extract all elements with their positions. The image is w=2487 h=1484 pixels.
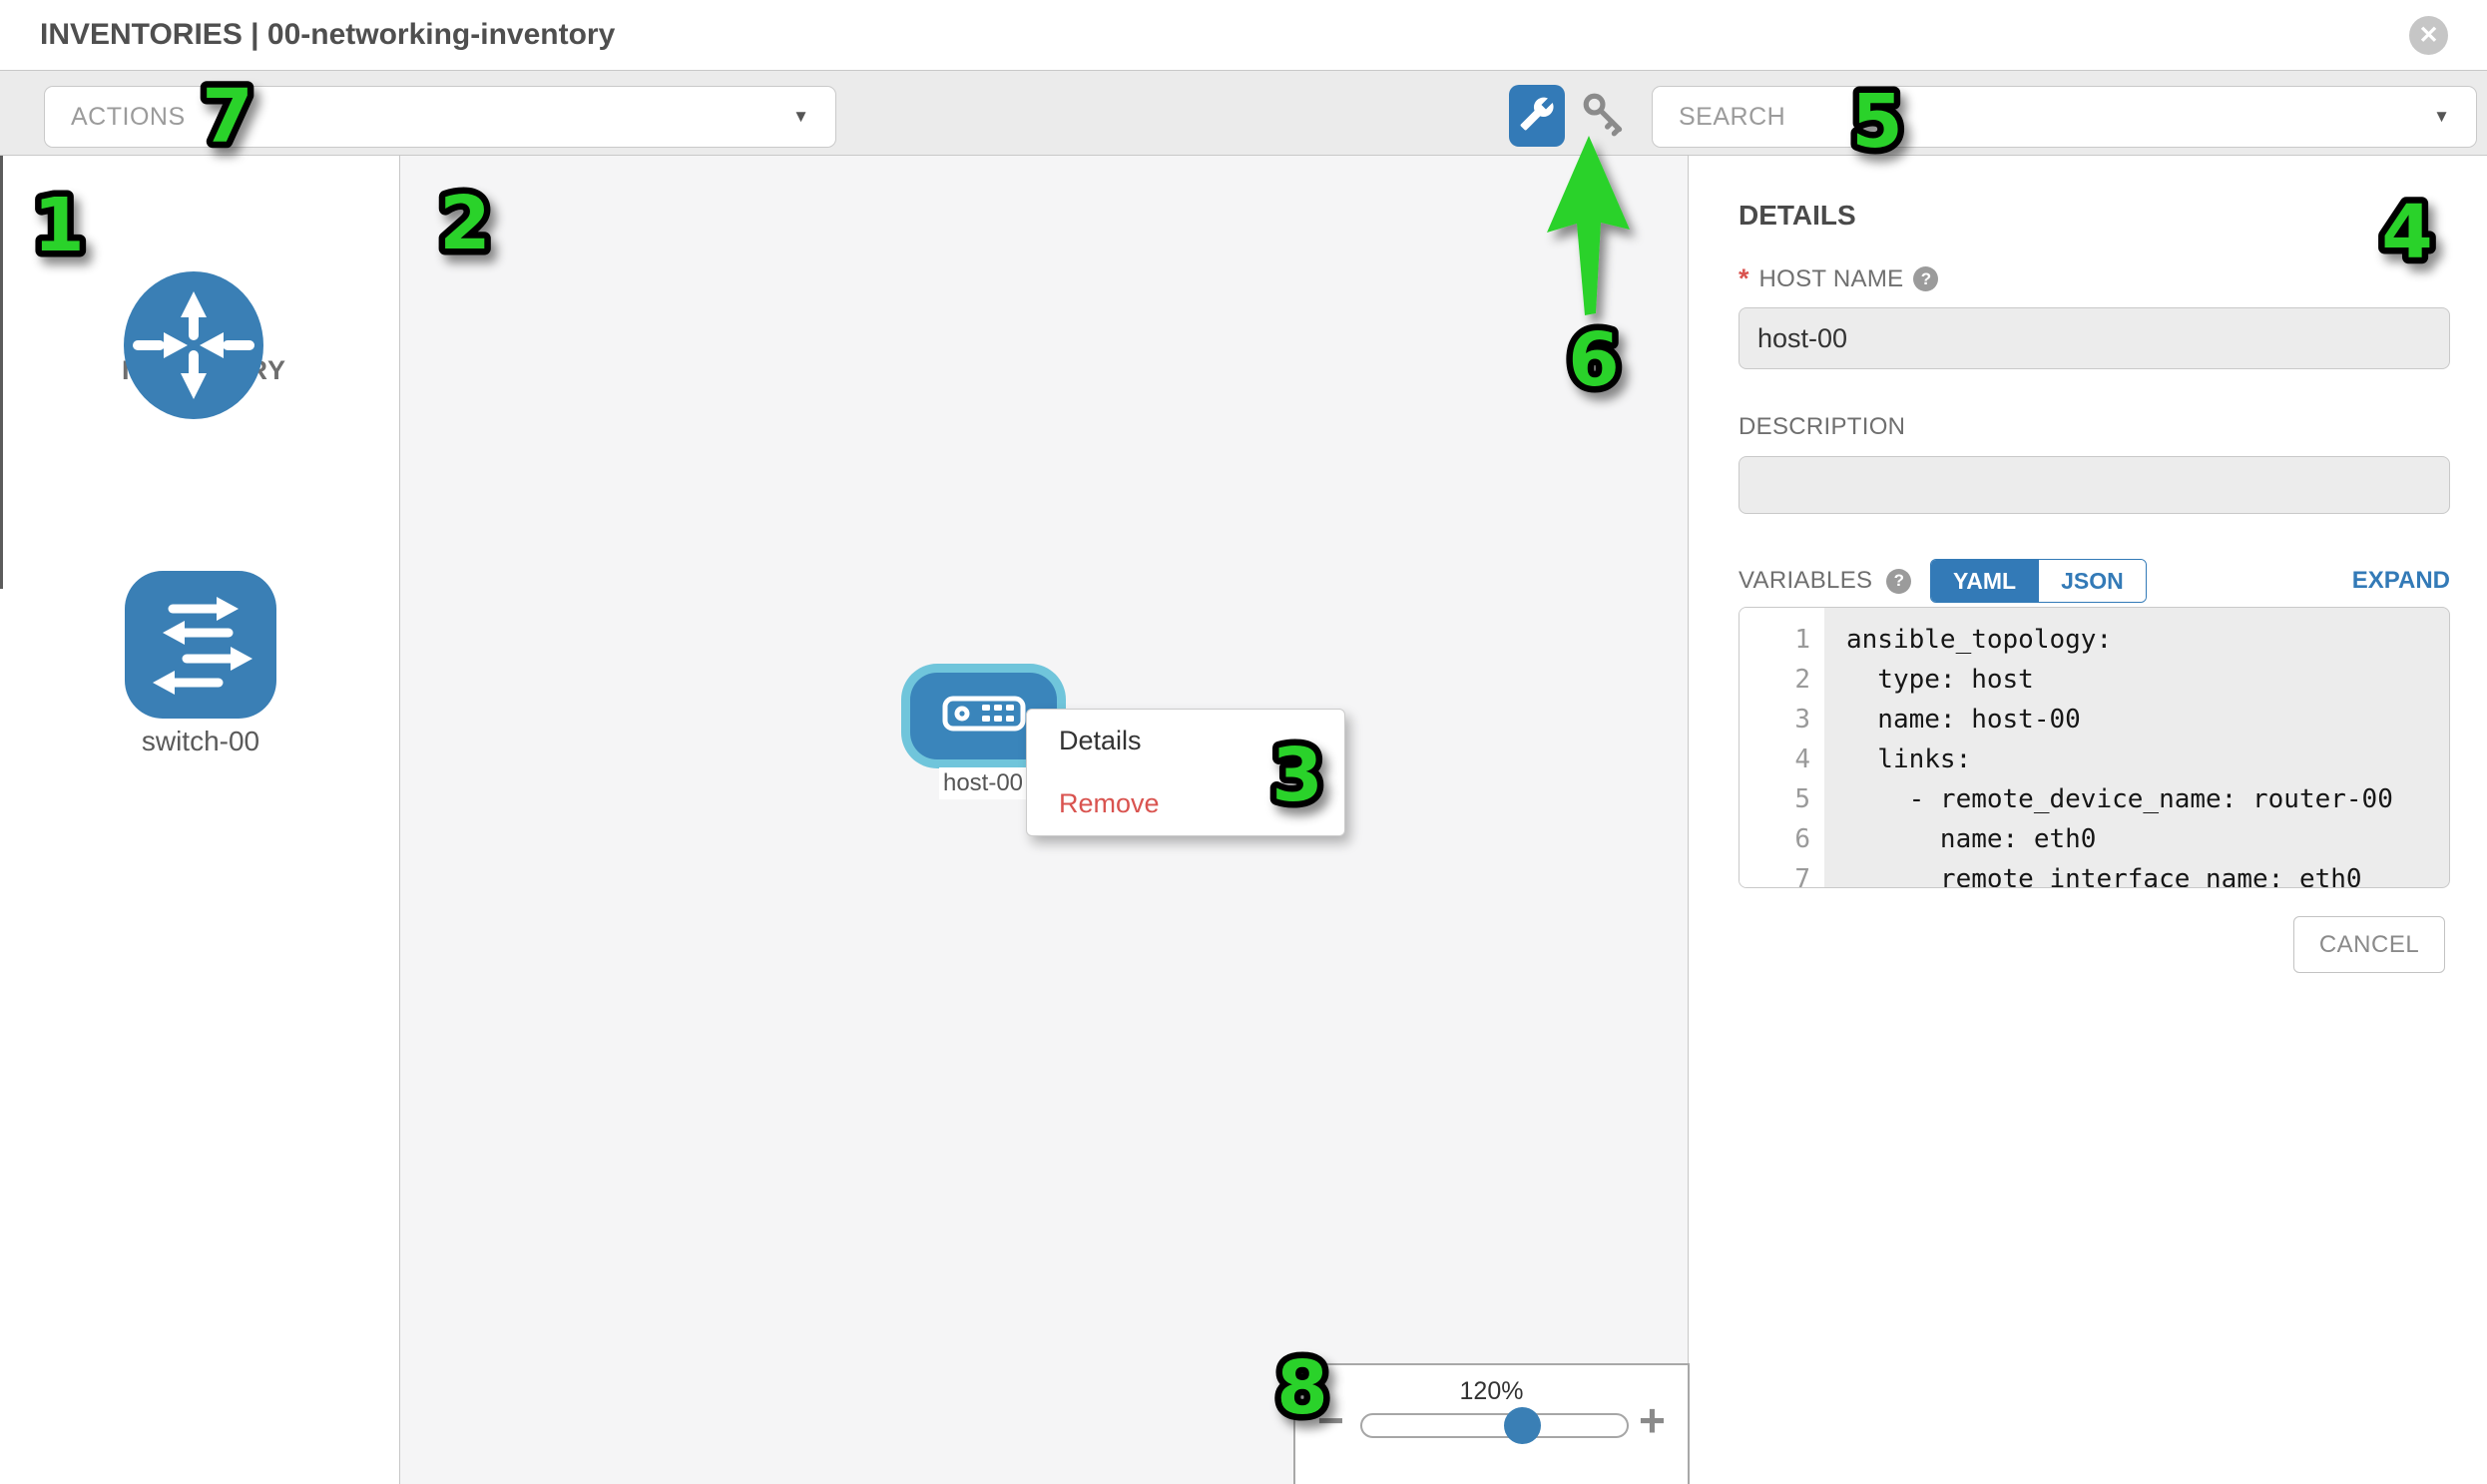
- details-panel: DETAILS * HOST NAME ? host-00 DESCRIPTIO…: [1690, 156, 2487, 1484]
- description-label: DESCRIPTION: [1739, 413, 1906, 440]
- code-line: - remote_device_name: router-00: [1846, 784, 2393, 814]
- toolbar: ACTIONS ▼ SEARCH ▼: [0, 70, 2487, 156]
- inventory-sidebar: INVENTORY router-00: [0, 156, 400, 1484]
- host-node-label: host-00: [939, 767, 1027, 799]
- format-toggle: YAML JSON: [1930, 559, 2147, 603]
- topology-canvas[interactable]: host-00 Details Remove 120% − +: [400, 156, 1690, 1484]
- key-icon: [1580, 90, 1630, 145]
- palette-item-router[interactable]: [119, 267, 268, 428]
- zoom-level: 120%: [1459, 1377, 1524, 1405]
- description-input[interactable]: [1739, 456, 2450, 514]
- zoom-in-button[interactable]: +: [1639, 1394, 1666, 1446]
- search-dropdown[interactable]: SEARCH ▼: [1652, 86, 2477, 148]
- code-line: ansible_topology:: [1846, 625, 2113, 655]
- details-heading: DETAILS: [1739, 200, 1856, 231]
- code-line: name: eth0: [1846, 824, 2097, 854]
- actions-dropdown[interactable]: ACTIONS ▼: [44, 86, 836, 148]
- toggle-yaml[interactable]: YAML: [1931, 560, 2039, 602]
- header-bar: INVENTORIES | 00-networking-inventory ✕: [0, 0, 2487, 70]
- palette-item-switch[interactable]: [125, 571, 276, 724]
- zoom-slider-track[interactable]: [1360, 1413, 1629, 1438]
- zoom-control: 120% − +: [1293, 1363, 1690, 1484]
- code-line: name: host-00: [1846, 705, 2081, 735]
- host-name-input[interactable]: host-00: [1739, 307, 2450, 369]
- host-name-label: HOST NAME: [1758, 264, 1904, 292]
- wrench-icon: [1519, 96, 1555, 137]
- host-name-row: * HOST NAME ?: [1739, 263, 1939, 294]
- variables-row: VARIABLES ? YAML JSON EXPAND: [1739, 559, 2450, 605]
- close-glyph: ✕: [2418, 22, 2439, 49]
- close-icon[interactable]: ✕: [2409, 16, 2448, 55]
- actions-label: ACTIONS: [71, 102, 186, 131]
- sidebar-scroll-indicator: [0, 156, 3, 589]
- code-line: links:: [1846, 744, 1972, 774]
- context-menu: Details Remove: [1026, 709, 1345, 836]
- required-marker: *: [1739, 263, 1749, 293]
- chevron-down-icon: ▼: [2433, 107, 2450, 126]
- search-label: SEARCH: [1679, 102, 1786, 131]
- expand-link[interactable]: EXPAND: [2351, 567, 2450, 594]
- router-icon: [119, 271, 268, 427]
- zoom-out-button[interactable]: −: [1317, 1394, 1344, 1446]
- toolbox-button[interactable]: [1509, 85, 1565, 147]
- code-line: type: host: [1846, 665, 2034, 695]
- help-icon[interactable]: ?: [1886, 568, 1912, 594]
- variables-editor[interactable]: 1 2 3 4 5 6 7 ansible_topology: type: ho…: [1739, 607, 2450, 888]
- code-line: remote_interface_name: eth0: [1846, 864, 2362, 888]
- editor-line-numbers: 1 2 3 4 5 6 7: [1740, 608, 1824, 887]
- page-title: INVENTORIES | 00-networking-inventory: [40, 18, 616, 51]
- key-button[interactable]: [1579, 91, 1631, 143]
- chevron-down-icon: ▼: [792, 107, 809, 126]
- cancel-button[interactable]: CANCEL: [2293, 916, 2445, 973]
- host-icon: [942, 696, 1026, 737]
- switch-label: switch-00: [141, 726, 260, 756]
- menu-item-remove[interactable]: Remove: [1059, 788, 1160, 818]
- variables-label: VARIABLES: [1739, 567, 1873, 594]
- editor-code[interactable]: ansible_topology: type: host name: host-…: [1824, 608, 2449, 887]
- menu-item-details[interactable]: Details: [1059, 726, 1142, 755]
- switch-icon: [125, 571, 276, 723]
- toggle-json[interactable]: JSON: [2038, 560, 2146, 602]
- zoom-slider-thumb[interactable]: [1504, 1407, 1541, 1444]
- help-icon[interactable]: ?: [1913, 266, 1939, 291]
